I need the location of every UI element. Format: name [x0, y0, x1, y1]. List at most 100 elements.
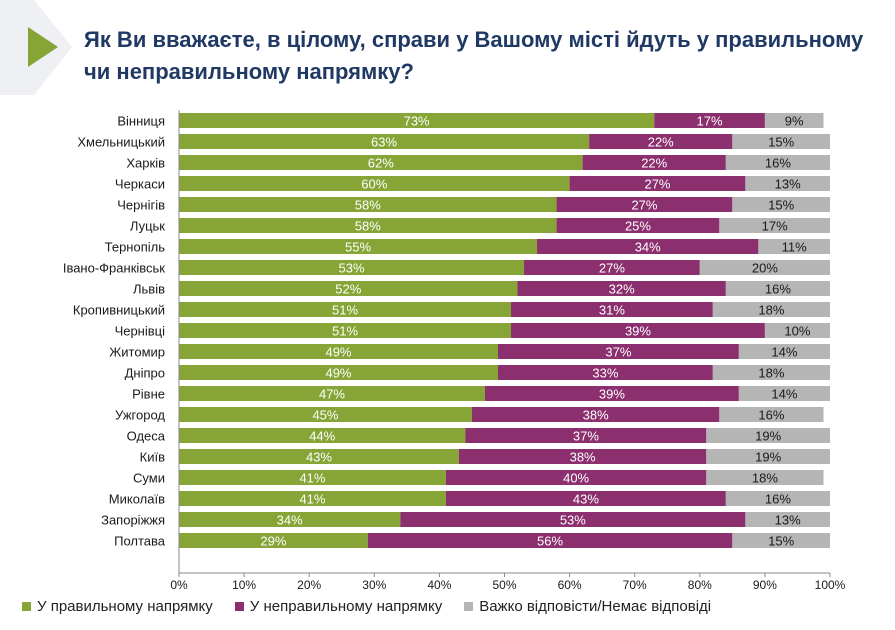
data-label: 27% — [599, 261, 625, 276]
category-label: Миколаїв — [109, 492, 165, 507]
bar-segment-right-direction — [179, 386, 485, 401]
category-label: Івано-Франківськ — [63, 261, 165, 276]
data-label: 19% — [755, 429, 781, 444]
data-label: 18% — [752, 471, 778, 486]
category-label: Суми — [133, 471, 165, 486]
category-label: Тернопіль — [105, 240, 166, 255]
data-label: 14% — [771, 387, 797, 402]
data-label: 44% — [309, 429, 335, 444]
data-label: 53% — [338, 261, 364, 276]
data-label: 33% — [592, 366, 618, 381]
bar-segment-right-direction — [179, 512, 401, 527]
legend-item-no-answer: Важко відповісти/Немає відповіді — [464, 598, 711, 615]
x-tick-label: 10% — [232, 578, 256, 592]
bar-segment-no-answer — [745, 176, 830, 191]
data-label: 32% — [609, 282, 635, 297]
bar-segment-no-answer — [764, 323, 830, 338]
data-label: 15% — [768, 135, 794, 150]
category-label: Київ — [140, 450, 165, 465]
category-label: Харків — [126, 156, 165, 171]
bar-segment-no-answer — [725, 281, 830, 296]
data-label: 60% — [361, 177, 387, 192]
legend-swatch — [464, 602, 474, 611]
category-label: Кропивницький — [73, 303, 165, 318]
bar-segment-wrong-direction — [445, 491, 726, 506]
data-label: 19% — [755, 450, 781, 465]
data-label: 27% — [644, 177, 670, 192]
bar-segment-right-direction — [179, 470, 446, 485]
bar-segment-no-answer — [712, 365, 830, 380]
data-label: 58% — [355, 198, 381, 213]
data-label: 43% — [573, 492, 599, 507]
bar-segment-wrong-direction — [589, 134, 733, 149]
data-label: 16% — [765, 156, 791, 171]
bar-segment-no-answer — [738, 386, 830, 401]
legend-item-right-direction: У правильному напрямку — [22, 598, 213, 615]
bar-segment-right-direction — [179, 323, 512, 338]
legend-swatch — [22, 602, 31, 611]
data-label: 49% — [325, 345, 351, 360]
bar-segment-wrong-direction — [556, 218, 720, 233]
bar-segment-no-answer — [764, 113, 824, 128]
x-tick-label: 100% — [815, 578, 846, 592]
data-label: 38% — [583, 408, 609, 423]
bar-segment-right-direction — [179, 134, 590, 149]
bar-segment-no-answer — [725, 491, 830, 506]
data-label: 18% — [758, 303, 784, 318]
category-label: Черкаси — [115, 177, 165, 192]
bar-segment-no-answer — [719, 407, 824, 422]
category-label: Львів — [133, 282, 165, 297]
bar-segment-right-direction — [179, 239, 538, 254]
data-label: 41% — [299, 471, 325, 486]
bar-segment-wrong-direction — [484, 386, 739, 401]
data-label: 11% — [782, 240, 807, 255]
data-label: 34% — [277, 513, 303, 528]
category-label: Полтава — [114, 534, 166, 549]
bar-segment-right-direction — [179, 365, 498, 380]
bar-segment-right-direction — [179, 407, 472, 422]
bar-segment-wrong-direction — [497, 344, 739, 359]
data-label: 41% — [299, 492, 325, 507]
category-label: Чернігів — [117, 198, 165, 213]
x-tick-label: 20% — [297, 578, 321, 592]
data-label: 16% — [765, 282, 791, 297]
bar-segment-wrong-direction — [569, 176, 746, 191]
category-label: Дніпро — [125, 366, 165, 381]
bar-segment-wrong-direction — [400, 512, 746, 527]
bar-segment-right-direction — [179, 176, 570, 191]
x-tick-label: 90% — [753, 578, 777, 592]
legend-label: У правильному напрямку — [37, 598, 213, 615]
data-label: 73% — [404, 114, 430, 129]
data-label: 17% — [697, 114, 723, 129]
bar-segment-wrong-direction — [537, 239, 759, 254]
bar-segment-wrong-direction — [556, 197, 733, 212]
legend-item-wrong-direction: У неправильному напрямку — [234, 598, 442, 615]
data-label: 37% — [605, 345, 631, 360]
data-label: 51% — [332, 303, 358, 318]
bar-segment-wrong-direction — [465, 428, 707, 443]
bar-segment-no-answer — [712, 302, 830, 317]
bar-segment-no-answer — [706, 470, 824, 485]
data-label: 14% — [771, 345, 797, 360]
category-label: Житомир — [109, 345, 165, 360]
bar-segment-no-answer — [732, 533, 830, 548]
category-label: Рівне — [132, 387, 165, 402]
x-tick-label: 0% — [170, 578, 188, 592]
chevron-arrow-icon — [0, 0, 72, 95]
bar-segment-no-answer — [706, 449, 830, 464]
data-label: 16% — [758, 408, 784, 423]
data-label: 39% — [599, 387, 625, 402]
data-label: 13% — [775, 177, 801, 192]
category-label: Ужгород — [115, 408, 165, 423]
bar-segment-no-answer — [719, 218, 830, 233]
x-tick-label: 70% — [623, 578, 647, 592]
data-label: 55% — [345, 240, 371, 255]
data-label: 62% — [368, 156, 394, 171]
data-label: 49% — [325, 366, 351, 381]
bar-segment-right-direction — [179, 302, 512, 317]
data-label: 16% — [765, 492, 791, 507]
bar-segment-no-answer — [758, 239, 830, 254]
bar-segment-right-direction — [179, 113, 655, 128]
bar-segment-wrong-direction — [511, 323, 765, 338]
data-label: 9% — [785, 114, 804, 129]
